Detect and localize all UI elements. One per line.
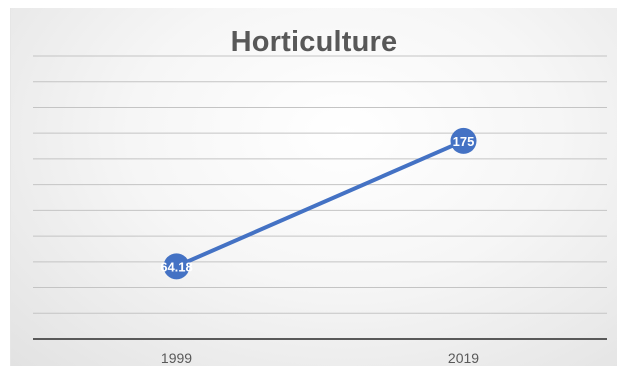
data-point-marker: [450, 127, 477, 154]
data-markers: 64.18 175: [160, 127, 477, 280]
data-label: 175: [453, 134, 475, 149]
series-line: [175, 139, 465, 269]
series-line-layer: [175, 139, 465, 269]
chart-area: Horticulture 64.18 175 1999 2019: [10, 8, 617, 366]
plot-area: 64.18 175 1999 2019: [33, 55, 607, 366]
data-point-marker: [163, 253, 190, 280]
x-tick-label: 1999: [161, 350, 192, 366]
x-tick-labels: 1999 2019: [161, 350, 479, 366]
data-label: 64.18: [160, 259, 193, 274]
chart-title: Horticulture: [230, 26, 398, 58]
gridlines: [33, 55, 607, 314]
x-tick-label: 2019: [448, 350, 479, 366]
